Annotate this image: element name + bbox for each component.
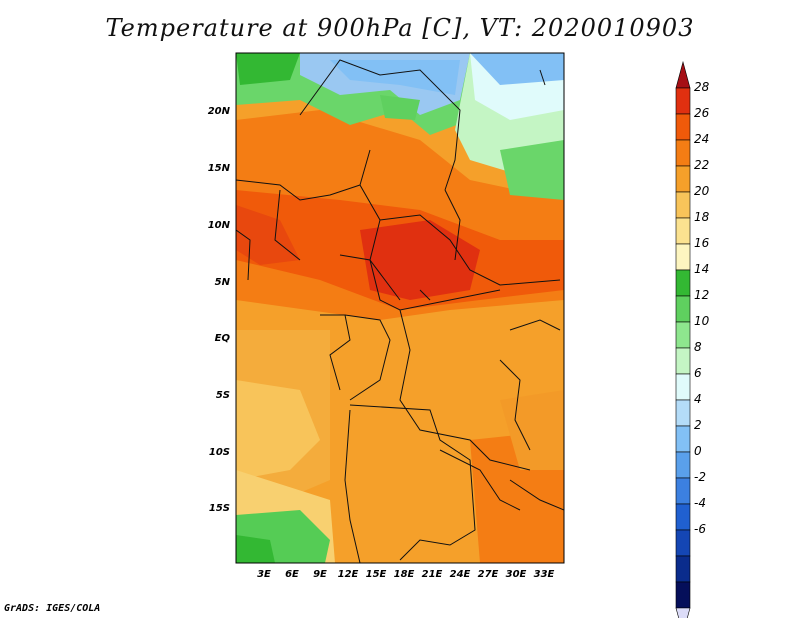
lon-label: 24E <box>450 569 471 580</box>
colorbar-label: 18 <box>694 210 710 224</box>
lat-label: 5S <box>216 390 230 401</box>
lat-label: EQ <box>215 333 231 344</box>
colorbar-segment <box>675 139 691 167</box>
colorbar-segment <box>675 295 691 323</box>
colorbar-segment <box>675 217 691 245</box>
colorbar-label: 14 <box>694 262 709 276</box>
lon-label: 15E <box>366 569 387 580</box>
latitude-axis: 20N 15N 10N 5N EQ 5S 10S 15S <box>208 106 231 514</box>
colorbar-label: 4 <box>694 392 702 406</box>
colorbar-segment <box>675 399 691 427</box>
colorbar-label: -2 <box>694 470 706 484</box>
grads-credit: GrADS: IGES/COLA <box>4 603 101 614</box>
colorbar-segment <box>675 191 691 219</box>
colorbar-segment <box>675 425 691 453</box>
colorbar-segment <box>675 165 691 193</box>
colorbar-label: 20 <box>694 184 710 198</box>
colorbar-segment <box>675 113 691 141</box>
colorbar-segment <box>675 581 691 609</box>
colorbar-segment <box>675 243 691 271</box>
map-frame <box>235 52 565 564</box>
longitude-axis: 3E 6E 9E 12E 15E 18E 21E 24E 27E 30E 33E <box>257 569 554 580</box>
colorbar-top-arrow <box>675 60 691 89</box>
colorbar <box>675 60 691 618</box>
colorbar-segment <box>675 321 691 349</box>
colorbar-segment <box>675 503 691 531</box>
colorbar-segment <box>675 269 691 297</box>
lon-label: 30E <box>506 569 527 580</box>
lat-label: 15N <box>208 163 231 174</box>
colorbar-label: 16 <box>694 236 710 250</box>
colorbar-segment <box>675 451 691 479</box>
colorbar-segment <box>675 373 691 401</box>
colorbar-label: 22 <box>694 158 709 172</box>
temperature-field <box>236 53 564 563</box>
lat-label: 15S <box>209 503 230 514</box>
country-borders <box>236 59 564 563</box>
colorbar-label: 6 <box>694 366 702 380</box>
lat-label: 10S <box>209 447 230 458</box>
lon-label: 27E <box>478 569 499 580</box>
colorbar-label: 10 <box>694 314 710 328</box>
colorbar-label: 12 <box>694 288 709 302</box>
colorbar-label: 0 <box>694 444 702 458</box>
colorbar-label: 2 <box>694 418 702 432</box>
colorbar-label: 8 <box>694 340 702 354</box>
lat-label: 20N <box>208 106 231 117</box>
lon-label: 12E <box>338 569 359 580</box>
lon-label: 18E <box>394 569 415 580</box>
colorbar-label: 26 <box>694 106 710 120</box>
colorbar-segment <box>675 555 691 583</box>
lon-label: 9E <box>313 569 327 580</box>
map-title: Temperature at 900hPa [C], VT: 202001090… <box>105 14 695 42</box>
colorbar-labels: 28 26 24 22 20 18 16 14 12 10 8 6 4 2 0 … <box>694 80 710 536</box>
colorbar-segment <box>675 87 691 115</box>
colorbar-label: -6 <box>694 522 706 536</box>
lon-label: 21E <box>422 569 443 580</box>
colorbar-segment <box>675 347 691 375</box>
lat-label: 5N <box>215 277 231 288</box>
lon-label: 6E <box>285 569 299 580</box>
lat-label: 10N <box>208 220 231 231</box>
colorbar-label: 28 <box>694 80 710 94</box>
colorbar-label: -4 <box>694 496 706 510</box>
colorbar-segment <box>675 529 691 557</box>
colorbar-segment <box>675 477 691 505</box>
lon-label: 3E <box>257 569 271 580</box>
lon-label: 33E <box>534 569 555 580</box>
colorbar-bottom-arrow <box>675 607 691 618</box>
colorbar-label: 24 <box>694 132 709 146</box>
